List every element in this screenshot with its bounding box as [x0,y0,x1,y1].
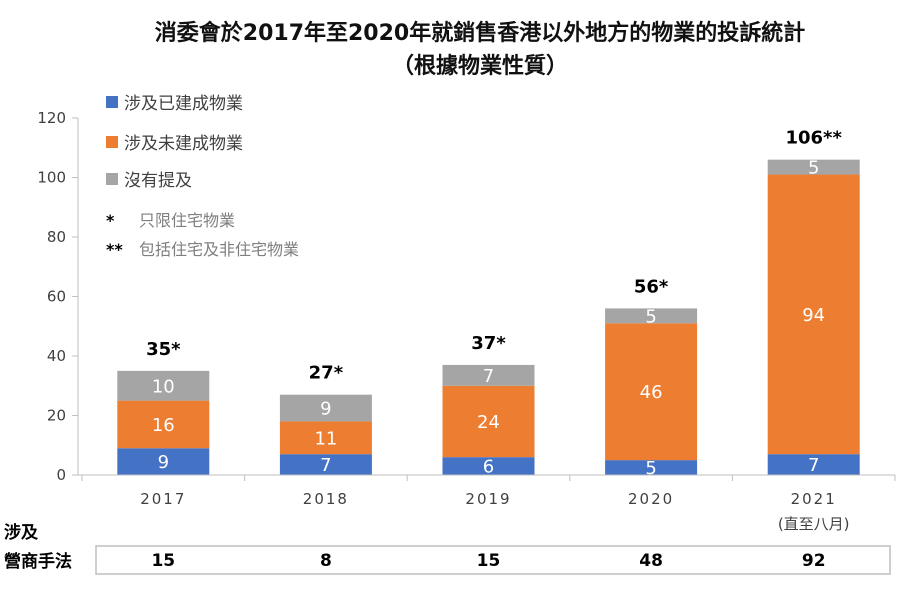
data-label-built-2017: 9 [158,452,169,473]
data-label-unbuilt-2017: 16 [152,415,175,436]
y-tick-label: 120 [37,109,66,127]
bar-segment-unbuilt-2021 [767,174,860,455]
row-header-line1: 涉及 [4,523,39,543]
data-label-not-mentioned-2017: 10 [152,376,175,397]
bar-segment-unbuilt-2020 [605,323,698,461]
bar-segment-built-2018 [279,454,372,475]
y-tick-label: 60 [47,288,66,306]
data-label-unbuilt-2021: 94 [802,305,825,326]
bar-segment-not-mentioned-2021 [767,159,860,175]
y-tick-label: 0 [56,466,66,484]
chart-title: 消委會於2017年至2020年就銷售香港以外地方的物業的投訴統計 [155,20,805,46]
x-axis: 2017 2018 2019 2020 2021 (直至八月) [78,474,896,533]
practice-value-2021: 92 [802,551,826,571]
data-label-not-mentioned-2018: 9 [320,399,331,420]
data-label-not-mentioned-2021: 5 [808,158,819,179]
legend-label-built: 涉及已建成物業 [124,94,243,114]
data-label-not-mentioned-2020: 5 [645,306,656,327]
legend-swatch-unbuilt [106,136,118,148]
x-tick-label-2017: 2017 [140,490,186,508]
note-text-all: 包括住宅及非住宅物業 [139,240,299,259]
bar-segment-built-2019 [442,457,535,475]
bar-segment-unbuilt-2019 [442,385,535,458]
chart-subtitle: （根據物業性質） [392,53,568,79]
x-tick-label-2020: 2020 [628,490,674,508]
data-label-built-2018: 7 [320,455,331,476]
y-tick-label: 20 [47,407,66,425]
bar-segment-not-mentioned-2018 [279,394,372,422]
legend-swatch-built [106,96,118,108]
total-label-2020: 56* [634,276,669,297]
note-mark-double: ** [106,240,123,259]
bar-segment-built-2020 [605,460,698,475]
y-tick-label: 80 [47,228,66,246]
data-label-unbuilt-2020: 46 [640,382,663,403]
x-tick-label-2019: 2019 [465,490,511,508]
legend-swatch-not-mentioned [106,173,118,185]
bar-segment-not-mentioned-2020 [605,308,698,324]
x-tick-label-2021: 2021 [791,490,837,508]
note-text-residential: 只限住宅物業 [139,211,235,230]
y-axis: 0 20 40 60 80 100 120 [37,109,79,484]
total-label-2019: 37* [471,333,506,354]
practice-row: 涉及 營商手法 15 8 15 48 92 [4,523,891,575]
bar-segment-not-mentioned-2019 [442,364,535,386]
practice-value-2020: 48 [639,551,663,571]
legend: 涉及已建成物業 涉及未建成物業 沒有提及 [106,94,243,191]
x-tick-sublabel-2021: (直至八月) [778,515,850,533]
x-tick-label-2018: 2018 [303,490,349,508]
data-label-built-2021: 7 [808,455,819,476]
bar-segment-built-2017 [117,448,210,475]
bar-segment-unbuilt-2018 [279,421,372,455]
bar-segment-unbuilt-2017 [117,400,210,449]
bars: 9 16 10 35* 7 11 9 27* 6 24 7 37* 5 46 5 56* 7 94 5 106** [117,128,860,479]
row-frame [95,545,891,575]
data-label-built-2020: 5 [645,458,656,479]
data-label-unbuilt-2018: 11 [314,428,337,449]
note-mark-single: * [106,211,115,230]
y-tick-label: 100 [37,169,66,187]
total-label-2021: 106** [785,128,842,149]
y-tick-label: 40 [47,347,66,365]
data-label-built-2019: 6 [483,457,494,478]
footnotes: * 只限住宅物業 ** 包括住宅及非住宅物業 [106,211,299,259]
bar-segment-not-mentioned-2017 [117,370,210,401]
legend-label-not-mentioned: 沒有提及 [124,171,192,191]
practice-value-2019: 15 [477,551,501,571]
total-label-2017: 35* [146,339,181,360]
practice-value-2018: 8 [320,551,332,571]
data-label-not-mentioned-2019: 7 [483,366,494,387]
legend-label-unbuilt: 涉及未建成物業 [124,134,243,154]
practice-value-2017: 15 [151,551,175,571]
row-header-line2: 營商手法 [4,551,72,572]
data-label-unbuilt-2019: 24 [477,412,500,433]
total-label-2018: 27* [309,363,344,384]
bar-segment-built-2021 [767,454,860,475]
